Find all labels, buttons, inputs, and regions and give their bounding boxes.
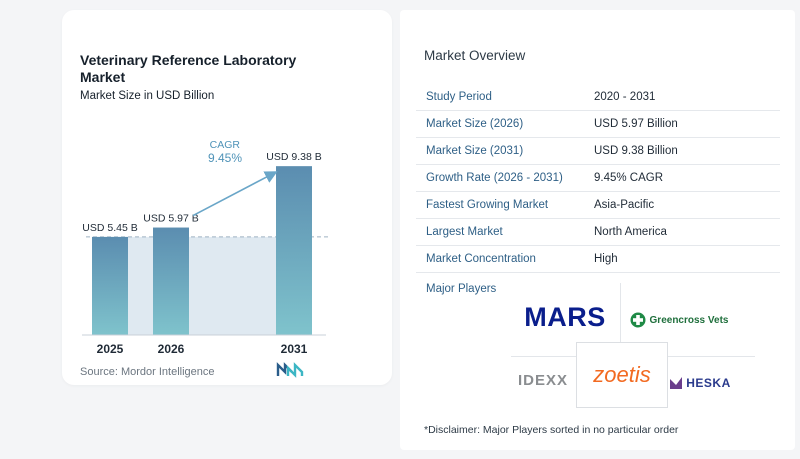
disclaimer-text: *Disclaimer: Major Players sorted in no … (424, 424, 679, 436)
greencross-icon (630, 312, 646, 328)
idexx-logo: IDEXX (512, 362, 574, 398)
chart-subtitle: Market Size in USD Billion (80, 90, 215, 102)
overview-row: Largest Market North America (416, 219, 780, 246)
idexx-logo-text: IDEXX (517, 371, 568, 389)
overview-title: Market Overview (424, 48, 526, 63)
overview-row: Market Concentration High (416, 246, 780, 273)
overview-row-value: USD 5.97 Billion (594, 118, 678, 130)
heska-logo-text: HESKA (686, 376, 731, 390)
overview-row: Market Size (2031) USD 9.38 Billion (416, 138, 780, 165)
chart-title: Veterinary Reference Laboratory Market (80, 52, 297, 85)
overview-row: Market Size (2026) USD 5.97 Billion (416, 111, 780, 138)
bar-2031 (276, 166, 312, 335)
cagr-arrow (192, 171, 278, 217)
tick-label-2026: 2026 (158, 342, 185, 356)
overview-row: Study Period 2020 - 2031 (416, 84, 780, 111)
overview-row-value: USD 9.38 Billion (594, 145, 678, 157)
overview-row-label: Market Size (2026) (426, 118, 524, 130)
data-label-2026: USD 5.97 B (143, 213, 198, 225)
overview-row-value: High (594, 253, 618, 265)
heska-logo: HESKA (668, 368, 732, 398)
overview-row: Growth Rate (2026 - 2031) 9.45% CAGR (416, 165, 780, 192)
grid-divider (620, 283, 621, 343)
greencross-logo: Greencross Vets (624, 300, 734, 340)
overview-row-label: Growth Rate (2026 - 2031) (426, 172, 563, 184)
overview-row-label: Market Concentration (426, 253, 536, 265)
tick-label-2025: 2025 (97, 342, 124, 356)
bar-chart: USD 5.45 B 2025 USD 5.97 B 2026 USD 9.38 B 20… (82, 139, 330, 356)
data-label-2031: USD 9.38 B (266, 151, 321, 163)
players-title: Major Players (426, 283, 497, 295)
reference-shade (128, 236, 276, 335)
heska-icon (670, 377, 683, 389)
bar-2025 (92, 236, 128, 335)
overview-row-value: Asia-Pacific (594, 199, 655, 211)
overview-row-value: 2020 - 2031 (594, 91, 656, 103)
mars-logo: MARS (512, 292, 618, 342)
greencross-logo-text: Greencross Vets (649, 314, 729, 326)
bar-2026 (153, 227, 189, 335)
mordor-logo-icon (276, 362, 304, 378)
overview-row-label: Fastest Growing Market (426, 199, 549, 211)
tick-label-2031: 2031 (281, 342, 308, 356)
source-text: Source: Mordor Intelligence (80, 366, 215, 378)
cagr-value: 9.45% (208, 151, 242, 165)
zoetis-logo: zoetis (576, 342, 668, 408)
zoetis-logo-text: zoetis (593, 362, 651, 387)
mars-logo-text: MARS (524, 301, 606, 332)
overview-row-label: Largest Market (426, 226, 503, 238)
overview-row-value: 9.45% CAGR (594, 172, 664, 184)
data-label-2025: USD 5.45 B (82, 222, 137, 234)
cagr-label: CAGR (210, 139, 241, 151)
overview-row-value: North America (594, 226, 667, 238)
overview-row-label: Market Size (2031) (426, 145, 524, 157)
overview-row: Fastest Growing Market Asia-Pacific (416, 192, 780, 219)
overview-row-label: Study Period (426, 91, 492, 103)
